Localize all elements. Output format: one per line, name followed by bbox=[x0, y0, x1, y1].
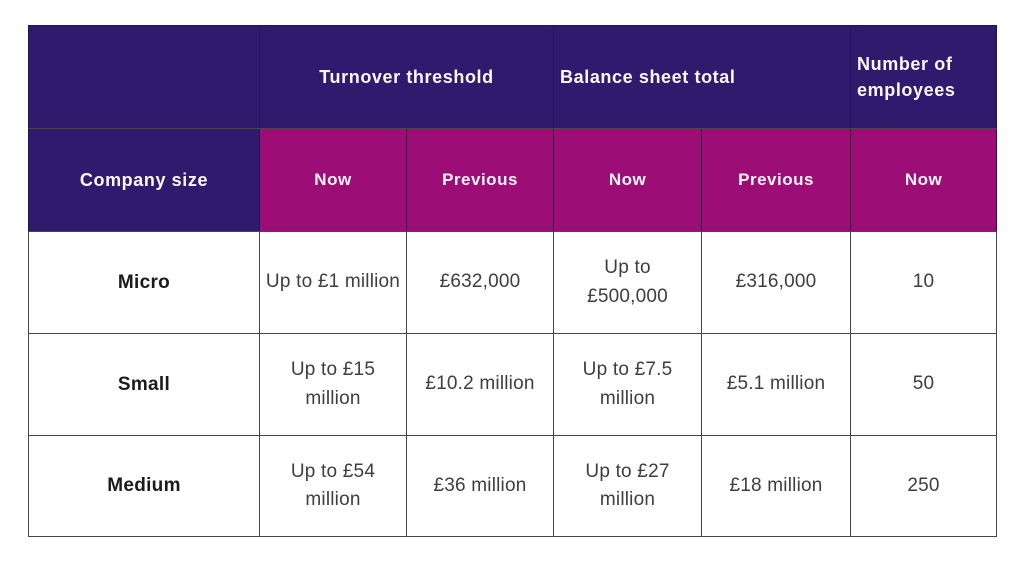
corner-cell bbox=[28, 25, 260, 129]
cell-medium-employees-now: 250 bbox=[850, 435, 998, 537]
row-label-small: Small bbox=[28, 333, 260, 436]
column-header-turnover-previous: Previous bbox=[405, 128, 555, 232]
group-header-balance-sheet-total: Balance sheet total bbox=[553, 25, 852, 129]
column-header-balance-now: Now bbox=[553, 128, 703, 232]
cell-small-employees-now: 50 bbox=[850, 333, 998, 436]
cell-medium-turnover-now: Up to £54 million bbox=[259, 435, 407, 537]
cell-micro-turnover-now: Up to £1 million bbox=[259, 231, 407, 334]
group-header-number-of-employees: Number of employees bbox=[850, 25, 998, 129]
row-label-micro: Micro bbox=[28, 231, 260, 334]
cell-micro-employees-now: 10 bbox=[850, 231, 998, 334]
cell-small-balance-now: Up to £7.5 million bbox=[553, 333, 703, 436]
company-size-table-wrapper: Turnover threshold Balance sheet total N… bbox=[28, 25, 998, 537]
column-header-company-size: Company size bbox=[28, 128, 260, 232]
cell-micro-balance-now: Up to £500,000 bbox=[553, 231, 703, 334]
cell-medium-balance-previous: £18 million bbox=[701, 435, 852, 537]
cell-small-balance-previous: £5.1 million bbox=[701, 333, 852, 436]
column-header-turnover-now: Now bbox=[259, 128, 407, 232]
table-row-medium: Medium Up to £54 million £36 million Up … bbox=[28, 435, 998, 537]
cell-micro-turnover-previous: £632,000 bbox=[405, 231, 555, 334]
cell-micro-balance-previous: £316,000 bbox=[701, 231, 852, 334]
column-header-balance-previous: Previous bbox=[701, 128, 852, 232]
group-header-row: Turnover threshold Balance sheet total N… bbox=[28, 25, 998, 129]
cell-medium-balance-now: Up to £27 million bbox=[553, 435, 703, 537]
cell-small-turnover-previous: £10.2 million bbox=[405, 333, 555, 436]
table-row-micro: Micro Up to £1 million £632,000 Up to £5… bbox=[28, 231, 998, 334]
column-header-employees-now: Now bbox=[850, 128, 998, 232]
group-header-turnover-threshold: Turnover threshold bbox=[258, 25, 555, 129]
cell-small-turnover-now: Up to £15 million bbox=[259, 333, 407, 436]
sub-header-row: Company size Now Previous Now Previous N… bbox=[28, 128, 998, 232]
row-label-medium: Medium bbox=[28, 435, 260, 537]
cell-medium-turnover-previous: £36 million bbox=[405, 435, 555, 537]
table-row-small: Small Up to £15 million £10.2 million Up… bbox=[28, 333, 998, 436]
company-size-table: Turnover threshold Balance sheet total N… bbox=[28, 25, 998, 537]
